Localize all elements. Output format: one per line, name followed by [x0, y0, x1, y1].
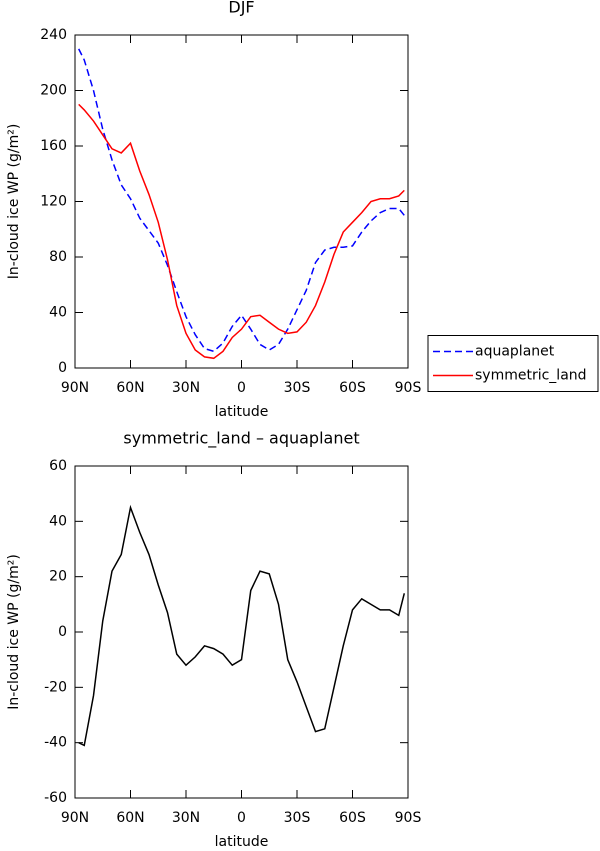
y-tick-label: -20 — [44, 679, 67, 695]
x-tick-label: 60N — [116, 380, 144, 396]
chart-title: symmetric_land – aquaplanet — [123, 429, 359, 449]
x-tick-label: 0 — [237, 380, 246, 396]
x-axis-label: latitude — [215, 404, 269, 420]
x-tick-label: 90N — [61, 380, 89, 396]
x-axis-label: latitude — [215, 834, 269, 850]
y-tick-label: 200 — [40, 83, 67, 99]
x-tick-label: 30S — [284, 810, 311, 826]
x-tick-label: 30S — [284, 380, 311, 396]
line — [78, 504, 406, 747]
y-tick-label: -60 — [44, 790, 67, 806]
x-tick-label: 90S — [395, 810, 422, 826]
x-tick-label: 90S — [395, 380, 422, 396]
x-tick-label: 60N — [116, 810, 144, 826]
y-tick-label: -40 — [44, 735, 67, 751]
x-tick-label: 30N — [172, 380, 200, 396]
legend-label: aquaplanet — [475, 344, 555, 360]
x-tick-label: 30N — [172, 810, 200, 826]
line — [78, 103, 405, 360]
y-tick-label: 60 — [49, 458, 67, 474]
y-tick-label: 40 — [49, 305, 67, 321]
plot-frame — [74, 465, 409, 799]
chart-title: DJF — [228, 0, 254, 17]
y-tick-label: 0 — [58, 624, 67, 640]
x-tick-label: 60S — [339, 810, 366, 826]
y-tick-label: 0 — [58, 360, 67, 376]
plot-frame — [74, 34, 409, 369]
y-tick-label: 80 — [49, 249, 67, 265]
y-tick-label: 160 — [40, 138, 67, 154]
x-tick-label: 60S — [339, 380, 366, 396]
line — [78, 48, 405, 353]
x-tick-label: 0 — [237, 810, 246, 826]
y-axis-label: In-cloud ice WP (g/m²) — [6, 554, 22, 710]
x-tick-label: 90N — [61, 810, 89, 826]
y-tick-label: 120 — [40, 194, 67, 210]
y-tick-label: 240 — [40, 27, 67, 43]
y-tick-label: 40 — [49, 513, 67, 529]
y-tick-label: 20 — [49, 569, 67, 585]
legend-box — [427, 335, 599, 392]
y-axis-label: In-cloud ice WP (g/m²) — [6, 124, 22, 280]
legend-label: symmetric_land — [475, 368, 587, 384]
